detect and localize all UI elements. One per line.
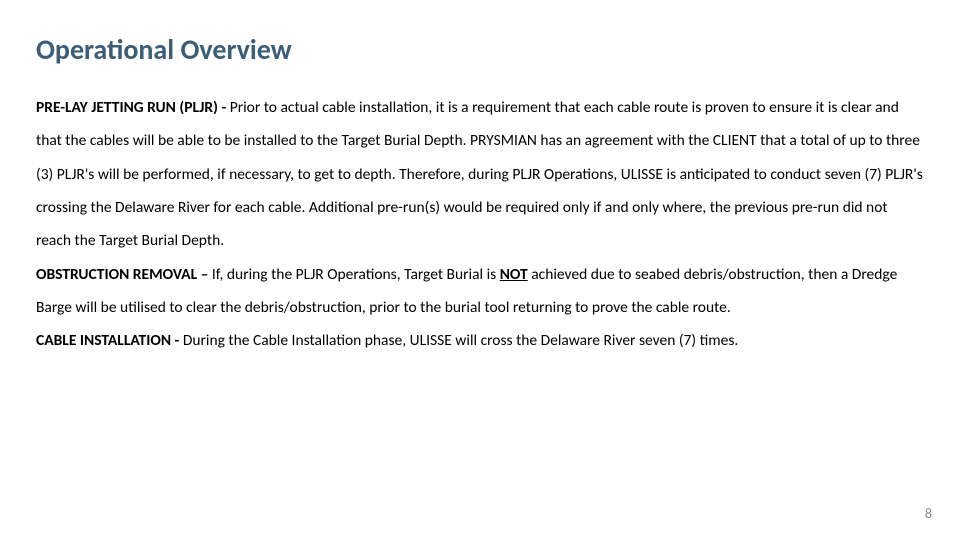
paragraph-pljr: PRE-LAY JETTING RUN (PLJR) - Prior to ac… [36, 91, 924, 258]
body-text: PRE-LAY JETTING RUN (PLJR) - Prior to ac… [36, 91, 924, 358]
paragraph-cable-install: CABLE INSTALLATION - During the Cable In… [36, 324, 924, 357]
page-title: Operational Overview [36, 32, 924, 67]
obstruction-mid1: If, during the PLJR Operations, Target B… [212, 265, 500, 284]
page-number: 8 [925, 505, 932, 522]
paragraph-obstruction: OBSTRUCTION REMOVAL – If, during the PLJ… [36, 258, 924, 325]
pljr-lead: PRE-LAY JETTING RUN (PLJR) - [36, 98, 230, 117]
cable-body: During the Cable Installation phase, ULI… [183, 331, 739, 350]
obstruction-lead: OBSTRUCTION REMOVAL – [36, 265, 212, 284]
cable-lead: CABLE INSTALLATION - [36, 331, 183, 350]
pljr-body: Prior to actual cable installation, it i… [36, 98, 923, 250]
slide-page: Operational Overview PRE-LAY JETTING RUN… [0, 0, 960, 358]
obstruction-not: NOT [500, 265, 528, 284]
